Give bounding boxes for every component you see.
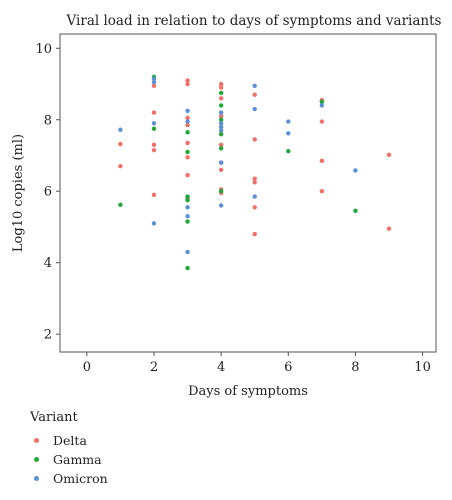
data-point-delta (252, 92, 257, 97)
data-point-omicron (151, 80, 157, 85)
data-point-gamma (185, 149, 190, 155)
data-point-gamma (218, 146, 224, 151)
y-tick-label: 2 (44, 328, 52, 343)
data-point-omicron (218, 203, 224, 208)
data-point-delta (218, 85, 224, 90)
data-point-delta (319, 158, 325, 164)
legend: Variant Delta Gamma Omicron (30, 410, 108, 488)
data-point-omicron (218, 121, 224, 126)
data-point-omicron (151, 121, 157, 126)
data-point-delta (185, 115, 190, 121)
data-point-delta (218, 142, 224, 147)
data-point-omicron (185, 108, 190, 114)
data-point-omicron (319, 103, 325, 108)
legend-label-gamma: Gamma (53, 452, 102, 467)
data-point-gamma (185, 194, 190, 199)
data-point-delta (319, 119, 325, 124)
data-point-omicron (252, 83, 257, 89)
data-point-omicron (218, 110, 224, 115)
data-point-gamma (218, 189, 224, 194)
data-point-gamma (218, 103, 224, 108)
data-point-gamma (218, 90, 224, 96)
data-point-omicron (185, 119, 190, 124)
legend-item-omicron: Omicron (30, 469, 108, 488)
data-point-delta (252, 176, 257, 181)
data-point-delta (151, 192, 157, 197)
y-tick-label: 8 (44, 113, 52, 128)
data-point-delta (185, 81, 190, 87)
x-tick-label: 4 (217, 360, 225, 375)
legend-dot-delta (34, 438, 39, 443)
legend-item-gamma: Gamma (30, 450, 108, 469)
y-tick-label: 6 (44, 185, 52, 200)
chart-title: Viral load in relation to days of sympto… (66, 13, 442, 29)
data-point-omicron (252, 194, 257, 199)
data-point-gamma (286, 148, 291, 154)
data-point-delta (151, 83, 157, 89)
data-point-omicron (118, 127, 123, 132)
data-point-delta (252, 137, 257, 142)
data-point-omicron (185, 205, 190, 210)
data-point-omicron (185, 249, 190, 255)
legend-dot-omicron (34, 476, 39, 481)
data-point-gamma (353, 208, 358, 214)
legend-title: Variant (30, 410, 78, 425)
plot-frame (59, 33, 437, 353)
data-point-delta (252, 231, 257, 237)
data-point-delta (252, 180, 257, 185)
data-point-omicron (286, 131, 291, 136)
data-point-omicron (353, 168, 358, 173)
data-point-omicron (218, 124, 224, 130)
x-tick-label: 10 (414, 360, 431, 375)
data-point-delta (151, 147, 157, 153)
x-tick-label: 6 (284, 360, 292, 375)
data-point-omicron (218, 160, 224, 165)
data-point-delta (185, 140, 190, 146)
data-point-delta (151, 110, 157, 115)
y-axis-label: Log10 copies (ml) (11, 134, 26, 252)
data-point-gamma (185, 130, 190, 135)
data-point-omicron (151, 76, 157, 81)
data-point-delta (319, 189, 325, 194)
data-point-delta (218, 113, 224, 119)
data-point-delta (118, 164, 123, 169)
legend-dot-gamma (34, 457, 39, 462)
data-point-delta (218, 167, 224, 172)
data-point-omicron (218, 128, 224, 133)
data-point-gamma (151, 126, 157, 131)
data-point-delta (151, 142, 157, 147)
data-point-delta (218, 81, 224, 87)
data-point-delta (386, 152, 392, 157)
y-tick-label: 4 (44, 256, 52, 271)
data-point-gamma (185, 265, 190, 271)
legend-label-omicron: Omicron (53, 471, 108, 486)
data-point-delta (185, 155, 190, 160)
x-tick-label: 2 (150, 360, 158, 375)
data-point-delta (252, 205, 257, 210)
data-point-delta (185, 78, 190, 83)
data-point-delta (185, 172, 190, 178)
data-point-omicron (286, 119, 291, 124)
x-tick-label: 8 (351, 360, 359, 375)
data-point-gamma (218, 117, 224, 122)
data-point-gamma (185, 197, 190, 203)
x-axis-label: Days of symptoms (188, 384, 308, 399)
legend-label-delta: Delta (53, 433, 87, 448)
data-point-gamma (319, 99, 325, 105)
data-point-gamma (185, 219, 190, 224)
data-point-omicron (185, 214, 190, 219)
data-point-gamma (218, 131, 224, 137)
data-point-delta (218, 96, 224, 101)
data-point-delta (118, 141, 123, 147)
data-point-delta (386, 226, 392, 231)
data-point-omicron (151, 221, 157, 226)
data-point-gamma (118, 202, 123, 207)
data-point-omicron (252, 106, 257, 112)
y-tick-label: 10 (35, 42, 52, 57)
data-point-delta (185, 122, 190, 128)
x-tick-label: 0 (83, 360, 91, 375)
legend-item-delta: Delta (30, 431, 108, 450)
